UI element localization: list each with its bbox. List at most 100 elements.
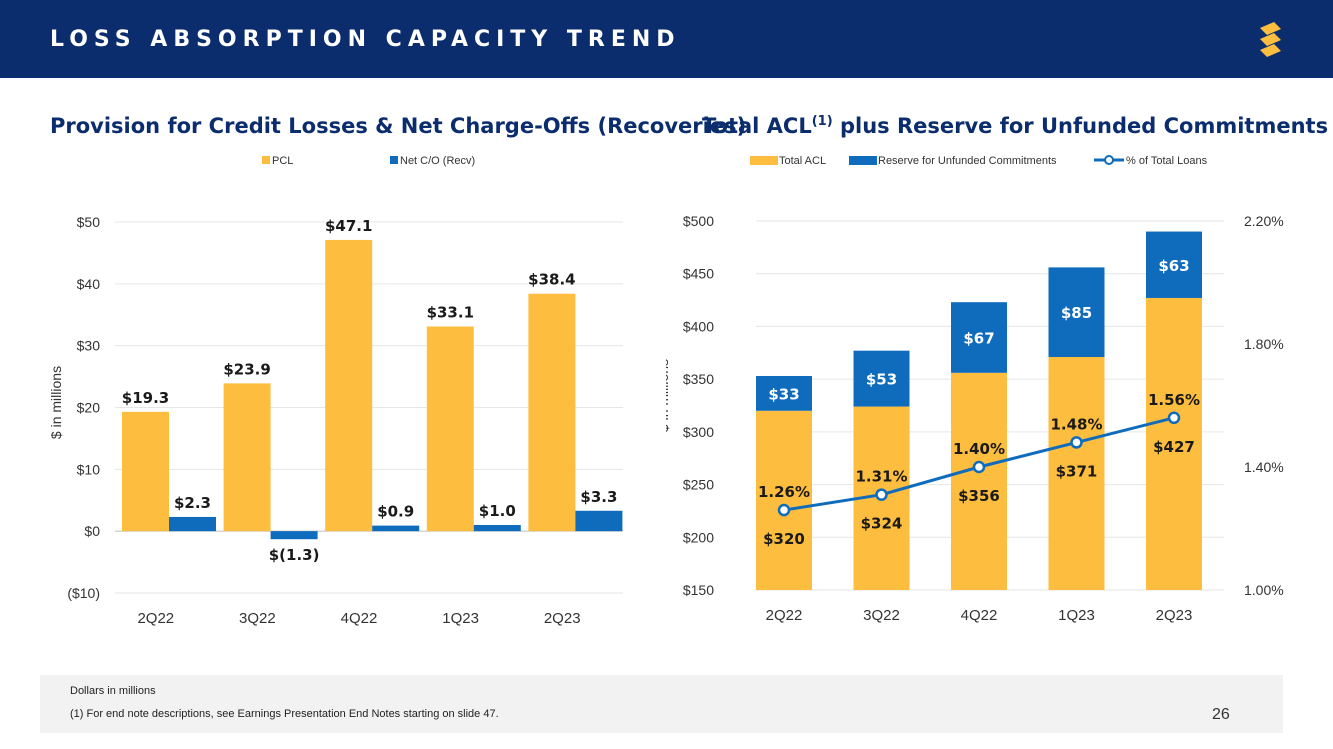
y2-tick-label: 1.00% [1244,582,1284,598]
legend-label-pct: % of Total Loans [1126,155,1208,167]
data-label-ruc: $63 [1158,257,1189,275]
page-number: 26 [1212,706,1230,723]
legend-swatch-acl [750,156,778,165]
legend-label-ruc: Reserve for Unfunded Commitments [878,155,1057,167]
bar-pcl-3Q22 [223,383,271,532]
y-tick-label: $30 [77,338,101,354]
y-tick-label: $300 [683,424,714,440]
y-tick-label: $150 [683,582,714,598]
bar-ruc-4Q22 [951,302,1007,373]
right-chart-title-main: Total ACL [702,114,812,138]
bar-ruc-2Q23 [1146,231,1202,298]
data-label: $38.4 [528,271,575,289]
legend-label-0: PCL [272,155,293,167]
bar-acl-1Q23 [1048,357,1105,590]
bar-netco-3Q22 [270,531,318,540]
data-label-acl: $320 [763,530,805,548]
data-label-acl: $324 [861,515,903,533]
bar-acl-2Q23 [1146,297,1202,590]
legend-swatch-ruc [849,156,877,165]
legend-swatch-1 [390,156,398,164]
y-tick-label: $50 [77,214,101,230]
right-chart-title-rest: plus Reserve for Unfunded Commitments [832,114,1329,138]
data-label: $47.1 [325,217,372,235]
footer-note: Dollars in millions [70,685,156,697]
bar-pcl-2Q22 [122,411,169,532]
data-label-acl: $371 [1056,462,1098,480]
data-label-pct: 1.26% [758,483,810,501]
y-tick-label: $500 [683,213,714,229]
y-tick-label: $0 [84,523,100,539]
footer-endnote: (1) For end note descriptions, see Earni… [70,708,499,720]
y-tick-label: $250 [683,477,714,493]
bar-pcl-4Q22 [325,239,373,532]
data-label: $2.3 [174,494,211,512]
pct-marker-3Q22 [875,488,888,501]
y-axis-label: $ in millions [666,359,671,432]
bar-pcl-1Q23 [426,326,474,532]
acl-chart: Total ACL Reserve for Unfunded Commitment… [666,155,1284,624]
pct-marker-4Q22 [972,460,986,474]
right-chart-title: Total ACL(1) plus Reserve for Unfunded C… [702,114,1328,138]
pct-marker-2Q23 [1167,411,1181,425]
x-tick-label: 2Q22 [766,607,803,624]
y-tick-label: $400 [683,318,714,334]
bar-acl-4Q22 [951,372,1007,590]
x-tick-label: 2Q23 [544,610,581,627]
slide-title: LOSS ABSORPTION CAPACITY TREND [50,27,681,52]
x-tick-label: 2Q23 [1156,607,1193,624]
y2-tick-label: 1.80% [1244,336,1284,352]
data-label: $23.9 [223,360,270,378]
y2-tick-label: 2.20% [1244,213,1284,229]
x-tick-label: 3Q22 [239,610,276,627]
x-tick-label: 4Q22 [961,607,998,624]
legend-marker-pct [1104,155,1114,165]
data-label: $19.3 [122,389,169,407]
data-label-ruc: $53 [866,371,897,389]
data-label-ruc: $33 [768,385,799,403]
x-tick-label: 1Q23 [442,610,479,627]
y-tick-label: $20 [77,400,101,416]
bar-ruc-3Q22 [853,350,910,407]
bar-netco-2Q22 [169,516,216,532]
data-label-pct: 1.48% [1050,415,1102,433]
y-tick-label: $450 [683,266,714,282]
pct-marker-1Q23 [1070,436,1083,449]
x-tick-label: 3Q22 [863,607,900,624]
y-axis-label: $ in millions [48,366,64,439]
legend-label-1: Net C/O (Recv) [400,155,475,167]
bar-netco-4Q22 [372,525,420,532]
legend-swatch-0 [262,156,270,164]
data-label-pct: 1.56% [1148,391,1200,409]
data-label: $3.3 [580,488,617,506]
pcl-chart: PCL Net C/O (Recv) ($10) $0 $10 $20 $30 $40 $50 $… [48,155,623,627]
data-label: $0.9 [377,503,414,521]
data-label-ruc: $67 [963,329,994,347]
bar-pcl-2Q23 [528,293,576,532]
bar-netco-2Q23 [575,510,623,532]
bar-netco-1Q23 [473,524,521,532]
data-label-pct: 1.31% [855,468,907,486]
data-label-pct: 1.40% [953,440,1005,458]
pct-marker-2Q22 [777,503,791,517]
y-tick-label: $40 [77,276,101,292]
bar-acl-2Q22 [756,410,812,590]
x-tick-label: 1Q23 [1058,607,1095,624]
y2-tick-label: 1.40% [1244,459,1284,475]
left-chart-title: Provision for Credit Losses & Net Charge… [50,114,747,138]
x-tick-label: 2Q22 [137,610,174,627]
data-label-acl: $427 [1153,438,1195,456]
data-label-ruc: $85 [1061,304,1092,322]
bar-ruc-2Q22 [756,375,812,411]
y-tick-label: $10 [77,461,101,477]
slide-header: LOSS ABSORPTION CAPACITY TREND [0,0,1333,78]
y-tick-label: ($10) [67,585,100,601]
legend-label-acl: Total ACL [779,155,826,167]
right-chart-title-footnote: (1) [811,114,833,129]
s-logo-icon [1260,22,1281,57]
data-label: $(1.3) [269,546,320,564]
bar-ruc-1Q23 [1048,267,1105,358]
y-tick-label: $200 [683,529,714,545]
x-tick-label: 4Q22 [341,610,378,627]
data-label: $33.1 [427,303,474,321]
